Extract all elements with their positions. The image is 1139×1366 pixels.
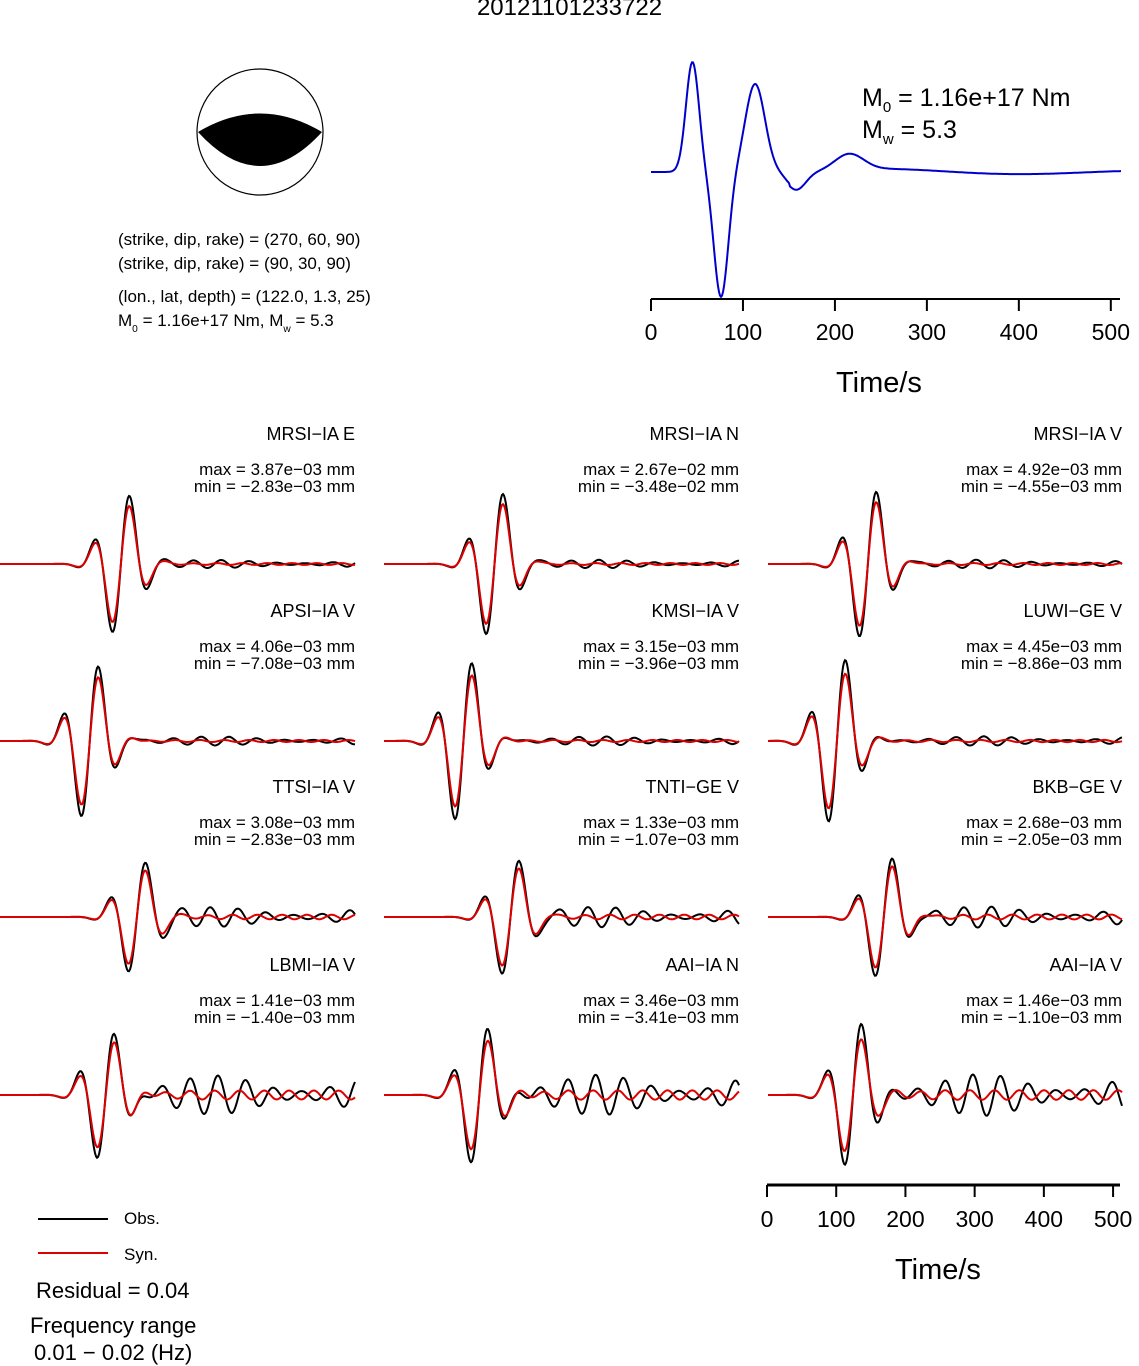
- station-min: min = −7.08e−03 mm: [193, 654, 355, 673]
- stf-curve: [651, 61, 1121, 299]
- synthetic-waveform: [768, 1038, 1123, 1152]
- station-max: max = 3.15e−03 mm: [583, 637, 739, 656]
- synthetic-waveform: [0, 1041, 356, 1149]
- bottom-tick-label: 100: [817, 1206, 856, 1232]
- station-min: min = −2.05e−03 mm: [960, 830, 1122, 849]
- station-name: TTSI−IA V: [272, 777, 355, 797]
- legend-syn-label: Syn.: [124, 1245, 159, 1264]
- station-name: AAI−IA N: [665, 955, 739, 975]
- station-min: min = −3.96e−03 mm: [577, 654, 739, 673]
- stf-tick-label: 400: [999, 319, 1039, 345]
- station-max: max = 4.45e−03 mm: [966, 637, 1122, 656]
- station-min: min = −4.55e−03 mm: [960, 477, 1122, 496]
- observed-waveform: [768, 1022, 1123, 1167]
- bottom-tick-label: 500: [1093, 1206, 1133, 1232]
- station-min: min = −2.83e−03 mm: [193, 477, 355, 496]
- page-title: 20121101233722: [476, 0, 663, 21]
- legend-obs-label: Obs.: [124, 1209, 160, 1228]
- mechanism-line-2: (strike, dip, rake) = (90, 30, 90): [118, 254, 351, 273]
- station-max: max = 3.87e−03 mm: [199, 460, 355, 479]
- synthetic-waveform: [384, 1039, 740, 1151]
- stf-time-axis: [650, 298, 1120, 311]
- synthetic-waveform: [768, 672, 1123, 810]
- station-max: max = 4.06e−03 mm: [199, 637, 355, 656]
- station-min: min = −1.40e−03 mm: [193, 1008, 355, 1027]
- stf-tick-label: 500: [1091, 319, 1130, 345]
- synthetic-waveform: [384, 867, 740, 967]
- stf-mw-label: Mw = 5.3: [862, 116, 957, 148]
- frequency-range-label: Frequency range: [30, 1313, 197, 1338]
- station-min: min = −1.10e−03 mm: [960, 1008, 1122, 1027]
- station-min: min = −3.48e−02 mm: [577, 477, 739, 496]
- mechanism-line-3: (lon., lat, depth) = (122.0, 1.3, 25): [118, 287, 371, 306]
- station-name: AAI−IA V: [1049, 955, 1122, 975]
- stf-xlabel: Time/s: [836, 367, 922, 399]
- station-min: min = −8.86e−03 mm: [960, 654, 1122, 673]
- synthetic-waveform: [0, 676, 356, 806]
- station-min: min = −3.41e−03 mm: [577, 1008, 739, 1027]
- synthetic-waveform: [0, 869, 356, 965]
- station-max: max = 3.46e−03 mm: [583, 991, 739, 1010]
- bottom-tick-label: 400: [1024, 1206, 1064, 1232]
- station-name: BKB−GE V: [1032, 777, 1122, 797]
- station-name: MRSI−IA E: [266, 424, 355, 444]
- station-max: max = 3.08e−03 mm: [199, 813, 355, 832]
- observed-waveform: [768, 658, 1123, 823]
- synthetic-waveform: [768, 865, 1123, 969]
- bottom-xlabel: Time/s: [895, 1254, 981, 1286]
- station-name: MRSI−IA V: [1033, 424, 1122, 444]
- stf-tick-label: 0: [644, 319, 658, 345]
- frequency-range-value: 0.01 − 0.02 (Hz): [34, 1340, 193, 1365]
- station-max: max = 2.68e−03 mm: [966, 813, 1122, 832]
- station-name: KMSI−IA V: [651, 601, 739, 621]
- mechanism-line-4: M0 = 1.16e+17 Nm, Mw = 5.3: [118, 311, 334, 335]
- station-min: min = −1.07e−03 mm: [577, 830, 739, 849]
- station-waveforms: [0, 490, 1123, 1167]
- synthetic-waveform: [768, 501, 1123, 627]
- station-max: max = 1.46e−03 mm: [966, 991, 1122, 1010]
- bottom-time-axis: [766, 1183, 1120, 1197]
- station-name: APSI−IA V: [270, 601, 355, 621]
- station-name: TNTI−GE V: [645, 777, 739, 797]
- bottom-tick-label: 200: [886, 1206, 925, 1232]
- station-max: max = 4.92e−03 mm: [966, 460, 1122, 479]
- station-name: MRSI−IA N: [649, 424, 739, 444]
- mechanism-line-1: (strike, dip, rake) = (270, 60, 90): [118, 230, 361, 249]
- synthetic-waveform: [0, 504, 355, 623]
- synthetic-waveform: [384, 502, 740, 626]
- station-min: min = −2.83e−03 mm: [193, 830, 355, 849]
- station-max: max = 2.67e−02 mm: [583, 460, 739, 479]
- residual-label: Residual = 0.04: [36, 1278, 190, 1303]
- stf-tick-label: 200: [815, 319, 855, 345]
- station-name: LUWI−GE V: [1023, 601, 1122, 621]
- bottom-tick-label: 300: [955, 1206, 994, 1232]
- bottom-tick-label: 0: [760, 1206, 774, 1232]
- station-max: max = 1.33e−03 mm: [583, 813, 739, 832]
- stf-tick-label: 300: [907, 319, 947, 345]
- station-max: max = 1.41e−03 mm: [199, 991, 355, 1010]
- station-name: LBMI−IA V: [269, 955, 355, 975]
- stf-m0-label: M0 = 1.16e+17 Nm: [862, 84, 1071, 116]
- synthetic-waveform: [384, 674, 739, 808]
- stf-tick-label: 100: [723, 319, 763, 345]
